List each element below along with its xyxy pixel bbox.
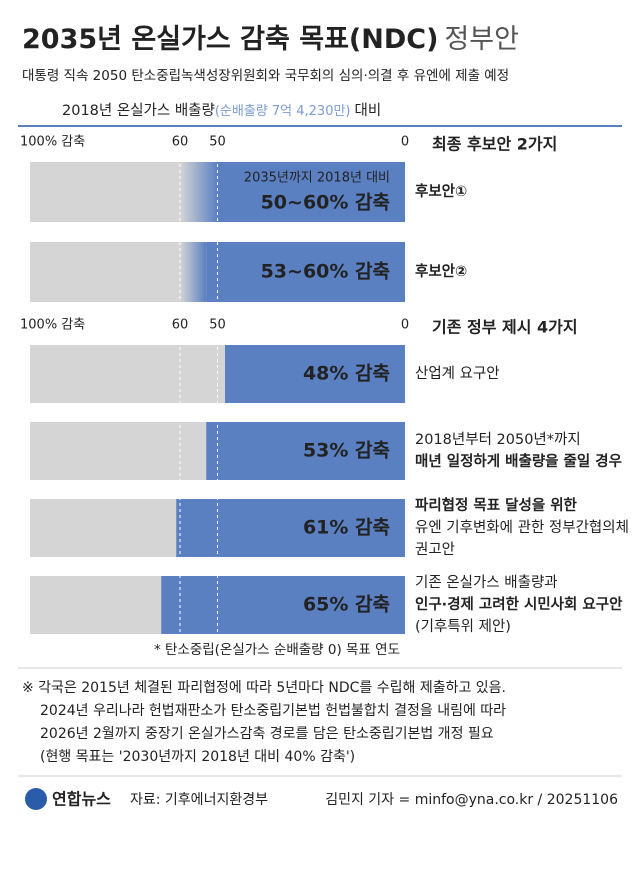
category-label: 매년 일정하게 배출량을 줄일 경우 [415, 452, 622, 470]
category-label: 파리협정 목표 달성을 위한 [415, 496, 578, 514]
category-label: 권고안 [415, 541, 455, 558]
panel-heading: 기존 정부 제시 4가지 [432, 318, 578, 337]
basis-suffix: 대비 [355, 102, 382, 119]
x-tick-label: 60 [172, 318, 189, 333]
bar [176, 499, 405, 557]
x-tick-label: 60 [172, 135, 189, 150]
title: 2035년 온실가스 감축 목표(NDC) 정부안 [22, 24, 519, 55]
x-tick-label: 50 [209, 135, 226, 150]
category-label: 2018년부터 2050년*까지 [415, 431, 581, 448]
category-label: (기후특위 제안) [415, 618, 511, 635]
x-tick-label: 100% 감축 [20, 318, 85, 333]
title-main: 2035년 온실가스 감축 목표(NDC) [22, 24, 438, 55]
note: (현행 목표는 '2030년까지 2018년 대비 40% 감축') [40, 749, 355, 765]
bar [217, 162, 405, 222]
note: 2026년 2월까지 중장기 온실가스감축 경로를 담은 탄소중립기본법 개정 … [40, 726, 494, 742]
value-label: 65% 감축 [303, 594, 390, 616]
bar [161, 576, 405, 634]
basis: 2018년 온실가스 배출량(순배출량 7억 4,230만) 대비 [62, 102, 381, 119]
category-label: 산업계 요구안 [415, 365, 500, 382]
category-label: 기존 온실가스 배출량과 [415, 574, 558, 591]
bar [206, 422, 405, 480]
range-bar [180, 162, 218, 222]
notes: ※ 각국은 2015년 체결된 파리협정에 따라 5년마다 NDC를 수립해 제… [22, 680, 506, 765]
logo: 연합뉴스 [52, 790, 111, 809]
footnote: * 탄소중립(온실가스 순배출량 0) 목표 연도 [154, 642, 400, 658]
panel-heading: 최종 후보안 2가지 [432, 135, 557, 154]
range-bar [180, 242, 207, 302]
value-label: 53% 감축 [303, 440, 390, 462]
bar [225, 345, 405, 403]
basis-main: 2018년 온실가스 배출량 [62, 102, 215, 119]
source: 자료: 기후에너지환경부 [130, 792, 268, 808]
x-tick-label: 50 [209, 318, 226, 333]
note: 2024년 우리나라 헌법재판소가 탄소중립기본법 헌법불합치 결정을 내림에 … [40, 703, 506, 719]
basis-note: (순배출량 7억 4,230만) [215, 104, 351, 119]
category-label: 유엔 기후변화에 관한 정부간협의체 [415, 519, 629, 536]
category-label: 인구·경제 고려한 시민사회 요구안 [415, 595, 623, 613]
category-label: 후보안① [415, 182, 467, 200]
note: ※ 각국은 2015년 체결된 파리협정에 따라 5년마다 NDC를 수립해 제… [22, 680, 506, 696]
bar [206, 242, 405, 302]
annotation: 2035년까지 2018년 대비 [244, 171, 390, 186]
category-label: 후보안② [415, 262, 467, 280]
subtitle: 대통령 직속 2050 탄소중립녹색성장위원회와 국무회의 심의·의결 후 유엔… [22, 68, 509, 84]
x-tick-label: 0 [401, 318, 409, 333]
title-suffix: 정부안 [444, 24, 519, 55]
credit: 김민지 기자 = minfo@yna.co.kr / 20251106 [325, 792, 618, 808]
x-tick-label: 100% 감축 [20, 135, 85, 150]
logo-mark [25, 788, 47, 810]
x-tick-label: 0 [401, 135, 409, 150]
value-label: 61% 감축 [303, 517, 390, 539]
value-label: 53~60% 감축 [261, 261, 390, 283]
value-label: 50~60% 감축 [261, 192, 390, 214]
value-label: 48% 감축 [303, 363, 390, 385]
